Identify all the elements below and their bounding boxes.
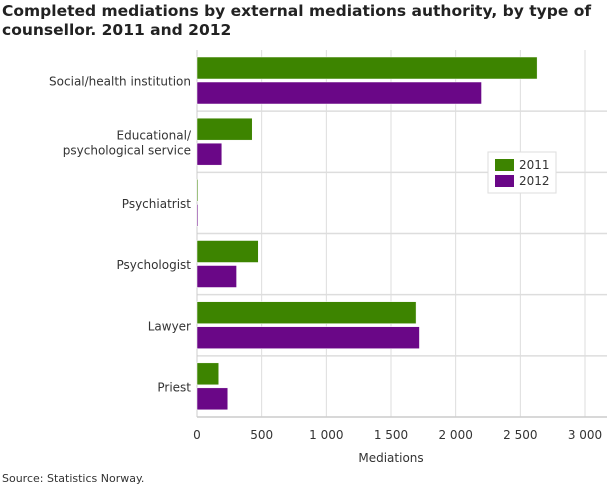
x-axis-label: Mediations [358, 451, 423, 465]
legend [487, 151, 557, 194]
category-label: Psychiatrist [122, 197, 191, 211]
source-note: Source: Statistics Norway. [2, 472, 145, 485]
x-tick-label: 500 [250, 428, 273, 442]
bar-2011 [196, 301, 417, 324]
legend-swatch-2012 [495, 175, 514, 187]
bar-2011 [196, 362, 219, 386]
chart-title: Completed mediations by external mediati… [2, 2, 592, 39]
legend-swatch-2011 [495, 159, 514, 171]
x-tick-label: 1 000 [309, 428, 343, 442]
bar-2011 [196, 240, 259, 263]
x-tick-label: 0 [193, 428, 201, 442]
bar-2012 [196, 265, 237, 288]
bar-2012 [196, 326, 420, 349]
bar-2012 [196, 142, 223, 166]
bar-2012 [196, 387, 229, 411]
category-label: Lawyer [148, 319, 191, 333]
x-tick-label: 1 500 [374, 428, 408, 442]
legend-label: 2012 [519, 174, 550, 188]
category-label: Educational/ [117, 128, 192, 142]
bar-2012 [196, 204, 199, 227]
x-tick-label: 2 500 [503, 428, 537, 442]
bar-2011 [196, 179, 199, 202]
category-label: Social/health institution [49, 75, 191, 89]
bar-2011 [196, 117, 253, 141]
x-tick-label: 3 000 [568, 428, 602, 442]
legend-label: 2011 [519, 158, 550, 172]
bar-2011 [196, 56, 538, 80]
x-tick-label: 2 000 [438, 428, 472, 442]
category-label: psychological service [63, 143, 191, 157]
category-label: Priest [157, 380, 191, 394]
category-label: Psychologist [116, 258, 191, 272]
bar-2012 [196, 81, 482, 105]
